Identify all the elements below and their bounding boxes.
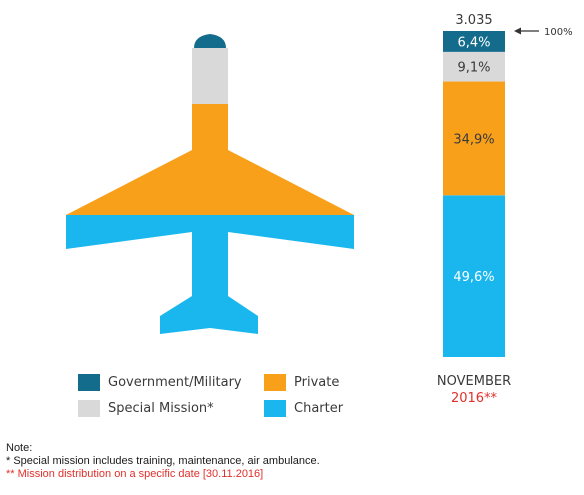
bar-segment-charter [443, 195, 505, 357]
legend-item-charter: Charter [264, 400, 343, 417]
top-marker-arrowhead [514, 27, 521, 35]
legend-label-government-military: Government/Military [108, 375, 242, 390]
legend-swatch-government-military [78, 374, 100, 391]
bar-segments [443, 31, 505, 357]
bar-label-charter: 49,6% [453, 270, 494, 285]
category-label: NOVEMBER 2016** [404, 373, 544, 407]
plane-left-wing-blue [66, 215, 192, 249]
legend-item-government-military: Government/Military [78, 374, 242, 391]
bar-label-government-military: 6,4% [457, 35, 490, 50]
notes-heading: Note: [6, 442, 33, 454]
legend-label-private: Private [294, 375, 340, 390]
plane-fuselage-grey [192, 48, 228, 104]
category-label-month: NOVEMBER [436, 374, 512, 389]
plane-wings-orange [66, 104, 354, 215]
top-marker-label: 100% [544, 27, 573, 38]
bar-segment-government-military [443, 31, 505, 52]
top-marker: 100% [514, 27, 573, 38]
bar-labels: 49,6% 34,9% 9,1% 6,4% [453, 35, 494, 285]
legend-swatch-private [264, 374, 286, 391]
notes: Note: * Special mission includes trainin… [6, 442, 320, 481]
plane-rear-fuselage [192, 215, 228, 296]
legend-swatch-charter [264, 400, 286, 417]
legend: Government/Military Private Special Miss… [78, 372, 398, 422]
notes-special-mission: * Special mission includes training, mai… [6, 455, 320, 467]
bar-segment-special-mission [443, 51, 505, 82]
plane-tail [160, 296, 258, 334]
bar-label-private: 34,9% [453, 132, 494, 147]
legend-swatch-special-mission [78, 400, 100, 417]
total-label: 3.035 [455, 13, 492, 28]
legend-item-special-mission: Special Mission* [78, 400, 214, 417]
bar-label-special-mission: 9,1% [457, 61, 490, 76]
legend-item-private: Private [264, 374, 339, 391]
plane-right-wing-blue [228, 215, 354, 249]
legend-label-special-mission: Special Mission* [108, 401, 214, 416]
bar-segment-private [443, 81, 505, 196]
notes-distribution-date: ** Mission distribution on a specific da… [6, 468, 264, 480]
category-label-year: 2016** [450, 391, 498, 406]
plane-nose [194, 34, 226, 48]
legend-label-charter: Charter [294, 401, 344, 416]
